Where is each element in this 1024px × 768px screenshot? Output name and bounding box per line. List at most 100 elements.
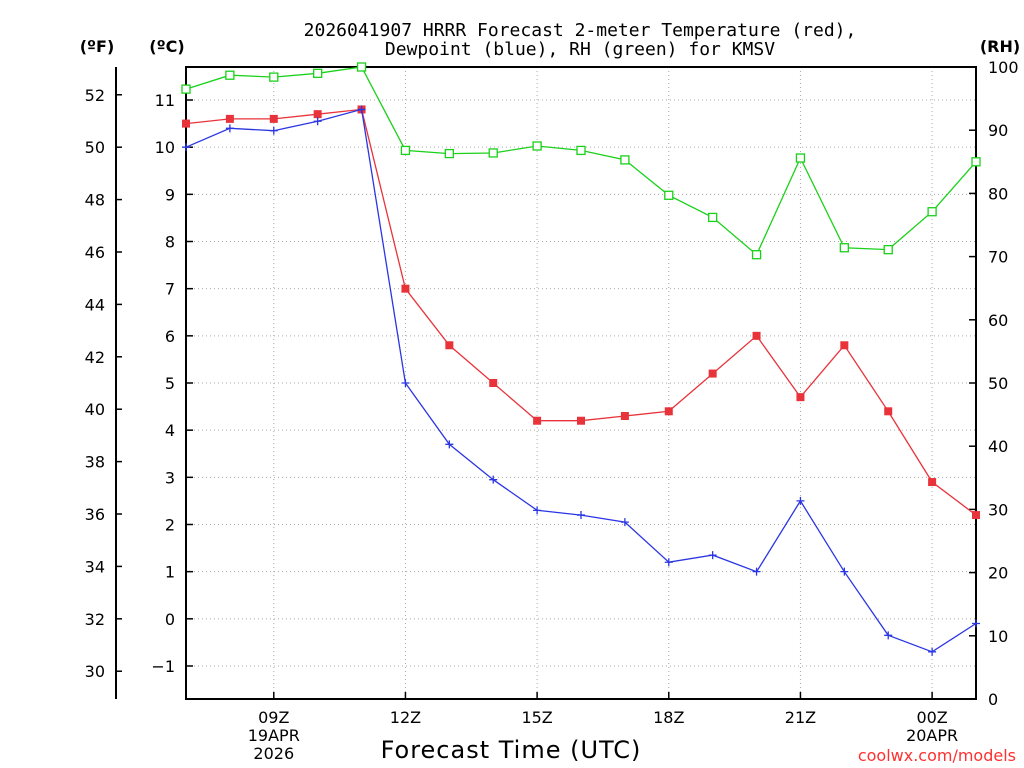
- celsius-axis-label: (ºC): [149, 37, 184, 56]
- rh-tick-label: 70: [988, 248, 1008, 267]
- rh-point: [795, 153, 806, 163]
- rh-tick-label: 30: [988, 500, 1008, 519]
- fahrenheit-tick-label: 50: [85, 138, 105, 157]
- dewpoint-point: [840, 567, 849, 576]
- celsius-tick-label: 11: [155, 91, 175, 110]
- dewpoint-point: [708, 551, 717, 560]
- dewpoint-point: [182, 143, 190, 152]
- fahrenheit-tick-label: 48: [85, 191, 105, 210]
- fahrenheit-tick-label: 32: [85, 610, 105, 629]
- celsius-tick-label: 3: [165, 468, 175, 487]
- fahrenheit-tick-label: 44: [85, 295, 105, 314]
- rh-point: [269, 72, 279, 82]
- dewpoint-point: [489, 475, 498, 484]
- dewpoint-point: [577, 511, 585, 520]
- temperature-point: [182, 119, 190, 128]
- celsius-tick-label: 9: [165, 185, 175, 204]
- dewpoint-point: [357, 105, 366, 114]
- dewpoint-point: [445, 440, 454, 449]
- rh-point: [620, 155, 630, 165]
- fahrenheit-tick-label: 30: [85, 662, 105, 681]
- grid: [186, 67, 976, 699]
- fahrenheit-tick-label: 46: [85, 243, 105, 262]
- dewpoint-point: [884, 631, 893, 640]
- temperature-point: [620, 412, 629, 421]
- temperature-point: [445, 341, 454, 350]
- temperature-point: [577, 416, 585, 425]
- rh-point: [971, 157, 981, 167]
- rh-tick-label: 100: [988, 58, 1019, 77]
- x-tick-label: 20APR: [906, 726, 958, 745]
- dewpoint-point: [620, 518, 629, 527]
- dewpoint-point: [928, 647, 937, 656]
- celsius-tick-label: 7: [165, 280, 175, 299]
- celsius-tick-label: 1: [165, 563, 175, 582]
- celsius-tick-label: 6: [165, 327, 175, 346]
- rh-tick-label: 10: [988, 627, 1008, 646]
- x-axis-label: Forecast Time (UTC): [381, 736, 642, 764]
- temperature-point: [533, 416, 542, 425]
- x-tick-label: 00Z: [916, 708, 947, 727]
- rh-point: [751, 250, 762, 260]
- rh-point: [400, 145, 411, 156]
- fahrenheit-tick-label: 38: [85, 453, 105, 472]
- fahrenheit-tick-label: 52: [85, 86, 105, 105]
- series-temperature: [182, 105, 980, 520]
- temperature-point: [225, 114, 234, 123]
- rh-point: [664, 190, 674, 200]
- credit-text: coolwx.com/models: [858, 746, 1016, 765]
- dewpoint-line: [185, 108, 977, 653]
- celsius-tick-label: 0: [165, 610, 175, 629]
- rh-tick-label: 20: [988, 564, 1008, 583]
- rh-tick-label: 90: [988, 121, 1008, 140]
- rh-point: [883, 244, 893, 255]
- dewpoint-point: [664, 558, 673, 567]
- temperature-point: [752, 331, 761, 340]
- celsius-tick-label: 4: [165, 421, 175, 440]
- rh-point: [225, 70, 235, 80]
- temperature-point: [840, 341, 849, 350]
- rh-axis-label: (RH): [980, 37, 1020, 56]
- fahrenheit-tick-label: 40: [85, 400, 105, 419]
- temperature-point: [928, 478, 937, 487]
- x-tick-label: 15Z: [521, 708, 552, 727]
- rh-tick-label: 0: [988, 690, 998, 709]
- celsius-tick-label: 10: [155, 138, 175, 157]
- rh-point: [576, 145, 586, 156]
- x-tick-label: 21Z: [785, 708, 816, 727]
- temperature-point: [708, 369, 717, 378]
- rh-point: [313, 68, 323, 78]
- rh-point: [181, 84, 191, 94]
- rh-tick-label: 40: [988, 437, 1008, 456]
- celsius-tick-label: 2: [165, 515, 175, 534]
- dewpoint-point: [752, 567, 761, 576]
- x-tick-label: 19APR: [248, 726, 300, 745]
- dewpoint-point: [225, 124, 234, 133]
- x-tick-label: 12Z: [390, 708, 421, 727]
- dewpoint-point: [533, 506, 542, 515]
- temperature-point: [796, 393, 805, 402]
- series-rh: [181, 62, 981, 260]
- x-tick-label: 18Z: [653, 708, 684, 727]
- chart-title-line2: Dewpoint (blue), RH (green) for KMSV: [385, 39, 775, 60]
- temperature-point: [401, 284, 410, 293]
- axes: [115, 66, 977, 700]
- rh-point: [356, 62, 367, 72]
- series-layer: [181, 62, 981, 656]
- rh-point: [839, 243, 849, 253]
- rh-point: [532, 141, 542, 151]
- temperature-point: [664, 407, 673, 416]
- tick-labels: 11109876543210−1525048464442403836343230…: [85, 58, 1019, 763]
- celsius-tick-label: 5: [165, 374, 175, 393]
- dewpoint-point: [401, 379, 410, 387]
- rh-tick-label: 60: [988, 311, 1008, 330]
- celsius-tick-label: −1: [151, 657, 175, 676]
- temperature-point: [884, 407, 893, 416]
- x-tick-label: 09Z: [258, 708, 289, 727]
- fahrenheit-tick-label: 36: [85, 505, 105, 524]
- fahrenheit-tick-label: 34: [85, 557, 105, 576]
- fahrenheit-tick-label: 42: [85, 348, 105, 367]
- celsius-tick-label: 8: [165, 233, 175, 252]
- plot-frame: [185, 66, 977, 700]
